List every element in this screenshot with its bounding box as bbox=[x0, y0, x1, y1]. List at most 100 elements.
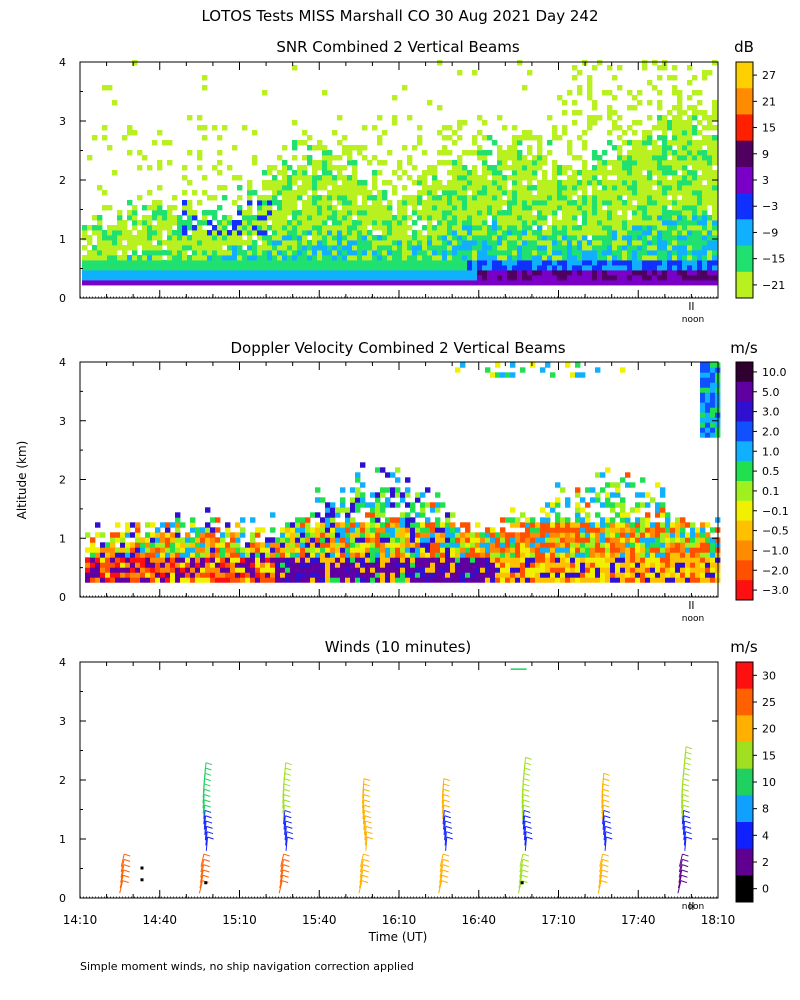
snr-cell bbox=[172, 280, 178, 286]
doppler-cell bbox=[540, 507, 546, 513]
snr-cell bbox=[622, 215, 628, 221]
snr-cell bbox=[347, 200, 353, 206]
doppler-cell bbox=[640, 527, 646, 533]
snr-cell bbox=[362, 180, 368, 186]
doppler-cell bbox=[280, 577, 286, 583]
snr-cell bbox=[367, 195, 373, 201]
snr-cell bbox=[577, 245, 583, 251]
snr-cell bbox=[272, 185, 278, 191]
doppler-cell bbox=[510, 562, 516, 568]
snr-cell bbox=[267, 225, 273, 231]
snr-cell bbox=[302, 260, 308, 266]
doppler-cell bbox=[670, 532, 676, 538]
snr-cell bbox=[662, 140, 668, 146]
snr-cell bbox=[507, 200, 513, 206]
snr-cell bbox=[592, 165, 598, 171]
snr-cell bbox=[192, 225, 198, 231]
doppler-cell bbox=[535, 552, 541, 558]
doppler-cell bbox=[445, 517, 451, 523]
doppler-cell bbox=[220, 577, 226, 583]
doppler-cell bbox=[95, 522, 101, 528]
colorbar-label: −0.1 bbox=[762, 505, 789, 518]
doppler-cell bbox=[495, 537, 501, 543]
snr-cell bbox=[202, 190, 208, 196]
snr-cell bbox=[517, 200, 523, 206]
doppler-cell bbox=[135, 567, 141, 573]
snr-cell bbox=[372, 250, 378, 256]
snr-cell bbox=[527, 270, 533, 276]
snr-cell bbox=[562, 185, 568, 191]
snr-cell bbox=[542, 235, 548, 241]
snr-cell bbox=[637, 170, 643, 176]
snr-cell bbox=[497, 180, 503, 186]
snr-cell bbox=[167, 235, 173, 241]
doppler-cell bbox=[145, 557, 151, 563]
snr-cell bbox=[397, 160, 403, 166]
snr-cell bbox=[187, 270, 193, 276]
doppler-cell bbox=[630, 507, 636, 513]
snr-cell bbox=[142, 205, 148, 211]
snr-cell bbox=[257, 210, 263, 216]
snr-cell bbox=[92, 275, 98, 281]
snr-cell bbox=[202, 280, 208, 286]
snr-cell bbox=[277, 210, 283, 216]
snr-cell bbox=[577, 265, 583, 271]
snr-cell bbox=[412, 255, 418, 261]
snr-cell bbox=[687, 270, 693, 276]
snr-cell bbox=[662, 210, 668, 216]
snr-cell bbox=[127, 215, 133, 221]
doppler-cell bbox=[445, 512, 451, 518]
doppler-cell bbox=[400, 577, 406, 583]
doppler-cell bbox=[375, 527, 381, 533]
snr-cell bbox=[662, 240, 668, 246]
doppler-cell bbox=[655, 502, 661, 508]
doppler-cell bbox=[90, 552, 96, 558]
snr-cell bbox=[292, 190, 298, 196]
doppler-cell bbox=[370, 567, 376, 573]
doppler-cell bbox=[300, 567, 306, 573]
snr-cell bbox=[247, 275, 253, 281]
snr-cell bbox=[332, 130, 338, 136]
doppler-cell bbox=[475, 557, 481, 563]
snr-cell bbox=[552, 260, 558, 266]
doppler-cell bbox=[130, 572, 136, 578]
doppler-cell bbox=[530, 547, 536, 553]
snr-cell bbox=[112, 270, 118, 276]
snr-cell bbox=[102, 190, 108, 196]
snr-cell bbox=[497, 145, 503, 151]
snr-cell bbox=[702, 190, 708, 196]
snr-cell bbox=[242, 220, 248, 226]
doppler-cell bbox=[445, 552, 451, 558]
snr-cell bbox=[277, 225, 283, 231]
snr-cell bbox=[172, 250, 178, 256]
snr-cell bbox=[407, 225, 413, 231]
snr-cell bbox=[552, 175, 558, 181]
snr-cell bbox=[687, 175, 693, 181]
snr-cell bbox=[377, 190, 383, 196]
snr-cell bbox=[302, 130, 308, 136]
snr-cell bbox=[477, 260, 483, 266]
doppler-cell bbox=[395, 567, 401, 573]
doppler-cell bbox=[290, 562, 296, 568]
snr-cell bbox=[432, 280, 438, 286]
snr-cell bbox=[587, 175, 593, 181]
snr-cell bbox=[592, 250, 598, 256]
snr-cell bbox=[542, 260, 548, 266]
snr-cell bbox=[337, 270, 343, 276]
doppler-cell bbox=[425, 532, 431, 538]
snr-cell bbox=[337, 115, 343, 121]
snr-cell bbox=[587, 270, 593, 276]
snr-cell bbox=[427, 250, 433, 256]
snr-cell bbox=[362, 190, 368, 196]
doppler-cell bbox=[375, 522, 381, 528]
doppler-cell bbox=[595, 497, 601, 503]
doppler-cell bbox=[600, 572, 606, 578]
snr-cell bbox=[642, 130, 648, 136]
snr-cell bbox=[292, 205, 298, 211]
snr-cell bbox=[177, 275, 183, 281]
snr-cell bbox=[452, 195, 458, 201]
doppler-cell bbox=[660, 522, 666, 528]
doppler-cell bbox=[600, 562, 606, 568]
snr-cell bbox=[522, 265, 528, 271]
